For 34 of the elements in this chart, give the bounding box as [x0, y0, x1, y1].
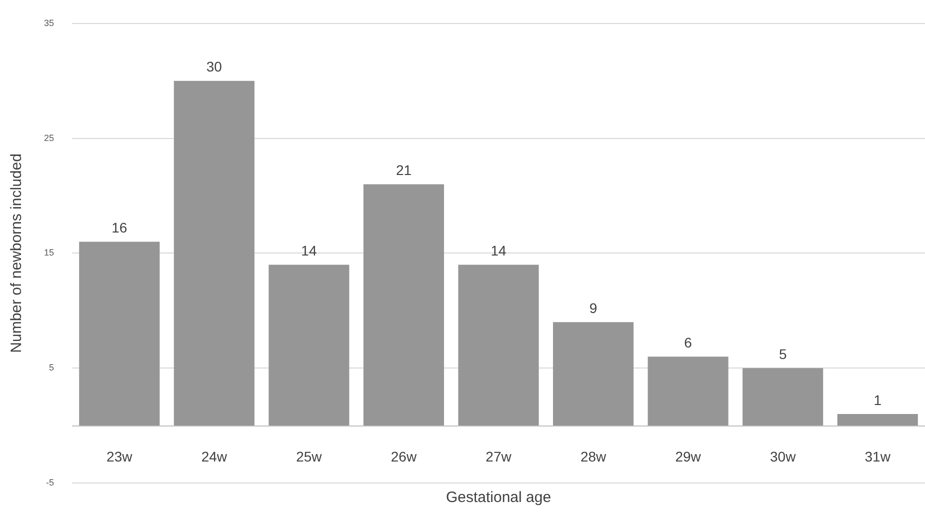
x-tick-label: 29w	[675, 448, 702, 464]
bar	[742, 368, 824, 426]
bar	[837, 414, 918, 426]
y-tick-label: -5	[46, 477, 54, 488]
x-tick-label: 26w	[390, 448, 418, 464]
y-tick-label: 25	[44, 132, 54, 143]
bar	[268, 264, 350, 426]
data-label: 14	[301, 242, 317, 259]
data-label: 6	[684, 334, 692, 350]
y-tick-label: 15	[44, 248, 54, 258]
x-tick-label: 31w	[864, 448, 892, 464]
bar	[648, 356, 728, 426]
y-tick-label: 35	[44, 18, 54, 28]
data-label: 16	[112, 220, 128, 236]
x-tick-label: 28w	[580, 448, 608, 464]
bar	[553, 322, 634, 426]
x-tick-label: 25w	[296, 448, 323, 464]
y-axis-title: Number of newborns included	[8, 154, 26, 353]
bar	[79, 242, 160, 426]
data-label: 1	[874, 392, 882, 408]
y-tick-label: 5	[48, 362, 54, 373]
x-tick-label: 27w	[486, 448, 512, 464]
x-axis-title: Gestational age	[446, 489, 552, 506]
data-label: 30	[206, 58, 222, 75]
x-tick-label: 24w	[201, 448, 228, 464]
data-label: 9	[589, 300, 598, 316]
x-tick-label: 23w	[106, 448, 134, 464]
x-tick-label: 30w	[770, 448, 797, 464]
data-label: 21	[396, 162, 412, 178]
bar	[174, 80, 254, 426]
bar	[458, 264, 539, 426]
bar	[363, 184, 444, 426]
data-label: 5	[778, 346, 787, 362]
data-label: 14	[490, 242, 506, 259]
